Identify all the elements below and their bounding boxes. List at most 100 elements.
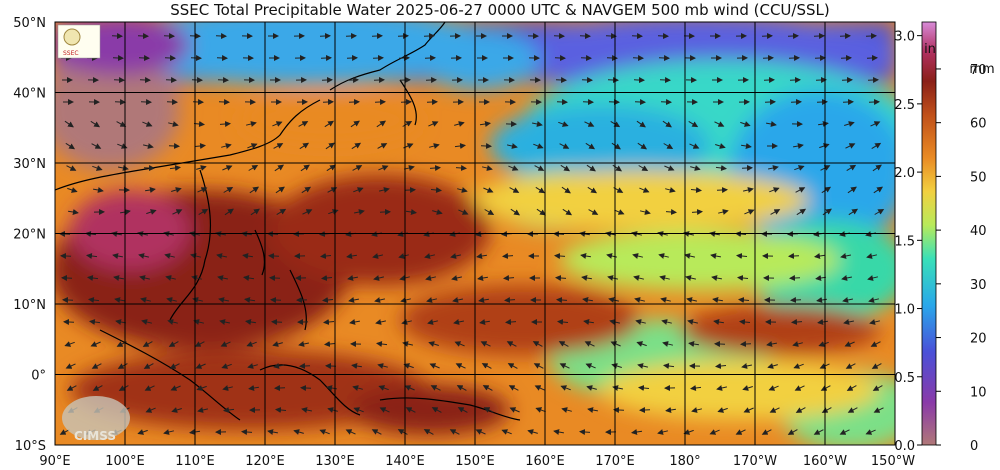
- wind-arrow: [428, 341, 439, 347]
- wind-arrow: [872, 385, 883, 391]
- wind-arrow: [171, 187, 182, 193]
- wind-arrow: [247, 363, 258, 369]
- wind-arrow: [769, 407, 780, 413]
- wind-arrow: [579, 429, 591, 435]
- wind-arrow: [222, 385, 233, 391]
- cimss-logo: CIMSS: [62, 396, 130, 443]
- wind-arrow: [455, 165, 467, 171]
- wind-arrow: [688, 341, 699, 347]
- wind-arrow: [483, 187, 494, 193]
- wind-arrow: [223, 407, 235, 413]
- wind-arrow: [298, 121, 309, 127]
- wind-arrow: [611, 142, 621, 150]
- wind-arrow: [142, 121, 153, 127]
- wind-arrow: [711, 275, 722, 281]
- wind-arrow: [713, 319, 724, 325]
- wind-arrow: [272, 121, 283, 127]
- wind-arrow: [742, 187, 754, 193]
- longitude-label: 90°E: [39, 454, 70, 469]
- wind-arrow: [118, 385, 129, 391]
- wind-arrow: [115, 319, 126, 325]
- wind-arrow: [560, 385, 571, 391]
- wind-arrow: [842, 297, 854, 303]
- wind-arrow: [582, 297, 593, 303]
- wind-arrow: [476, 253, 487, 259]
- wind-arrow: [375, 319, 387, 325]
- wind-arrow: [738, 297, 750, 303]
- wind-arrow: [90, 120, 101, 128]
- wind-arrow: [452, 297, 463, 303]
- wind-arrow: [791, 319, 803, 325]
- wind-arrow: [735, 429, 746, 435]
- wind-arrow: [137, 429, 148, 435]
- wind-arrow: [581, 275, 592, 281]
- wind-arrow: [839, 429, 850, 435]
- wind-arrow: [219, 319, 230, 325]
- inch-tick-label: 0.0: [894, 439, 915, 454]
- wind-arrow: [767, 363, 778, 369]
- wind-arrow: [300, 385, 312, 391]
- wind-arrow: [717, 407, 728, 413]
- longitude-label: 110°E: [175, 454, 215, 469]
- wind-arrow: [871, 142, 882, 150]
- wind-arrow: [243, 275, 255, 281]
- longitude-label: 160°W: [803, 454, 847, 469]
- wind-arrow: [88, 297, 100, 303]
- wind-arrow: [561, 407, 572, 413]
- wind-arrow: [168, 143, 180, 149]
- wind-arrow: [267, 429, 278, 435]
- wind-arrow: [639, 187, 650, 193]
- wind-arrow: [866, 253, 878, 259]
- wind-arrow: [86, 253, 98, 259]
- wind-arrow: [430, 187, 442, 193]
- wind-arrow: [716, 187, 728, 193]
- wind-arrow: [639, 209, 651, 215]
- wind-arrow: [113, 275, 124, 281]
- wind-arrow: [323, 319, 335, 325]
- longitude-label: 150°E: [455, 454, 495, 469]
- wind-arrow: [300, 164, 310, 172]
- wind-arrow: [821, 407, 832, 413]
- wind-arrow: [112, 253, 123, 259]
- wind-arrow: [633, 275, 645, 281]
- wind-arrow: [815, 275, 826, 281]
- wind-arrow: [634, 297, 646, 303]
- longitude-label: 170°E: [595, 454, 635, 469]
- wind-arrow: [482, 385, 493, 391]
- wind-arrow: [767, 165, 779, 171]
- wind-arrow: [841, 275, 853, 281]
- wind-arrow: [269, 275, 281, 281]
- wind-arrow: [636, 120, 646, 128]
- wind-arrow: [766, 121, 777, 127]
- wind-arrow: [428, 121, 439, 127]
- wind-arrow: [164, 253, 175, 259]
- wind-arrow: [429, 143, 440, 149]
- wind-arrow: [715, 165, 727, 171]
- wind-arrow: [689, 143, 700, 149]
- wind-arrow: [481, 165, 493, 171]
- wind-arrow: [534, 385, 545, 391]
- colorbar-gradient: [921, 21, 937, 446]
- wind-arrow: [475, 429, 486, 435]
- longitude-label: 140°E: [385, 454, 425, 469]
- wind-arrow: [847, 186, 857, 194]
- longitude-label: 150°W: [871, 454, 915, 469]
- wind-arrow: [276, 208, 287, 216]
- wind-arrow: [248, 164, 259, 171]
- wind-arrow: [874, 208, 885, 215]
- wind-arrow: [534, 165, 545, 171]
- wind-arrow: [795, 407, 806, 413]
- wind-arrow: [610, 341, 621, 347]
- wind-arrow: [712, 297, 723, 303]
- wind-arrow: [690, 385, 702, 391]
- wind-arrow: [637, 142, 648, 150]
- wind-arrow: [691, 407, 703, 413]
- wind-arrow: [846, 385, 857, 391]
- wind-arrow: [376, 341, 388, 347]
- wind-arrow: [657, 429, 669, 435]
- wind-arrow: [65, 142, 76, 150]
- wind-arrow: [169, 165, 181, 171]
- wind-arrow: [739, 319, 751, 325]
- wind-arrow: [454, 121, 465, 127]
- latitude-label: 0°: [31, 369, 46, 384]
